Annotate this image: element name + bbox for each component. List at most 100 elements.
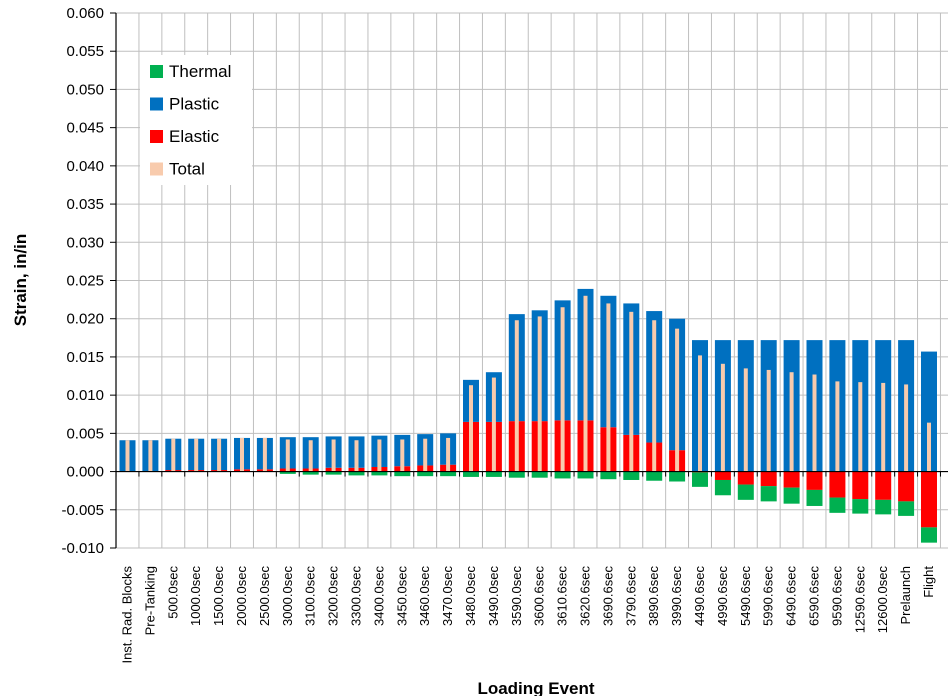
bar-thermal: [783, 487, 800, 504]
y-tick-label: 0.035: [66, 196, 104, 213]
bar-total: [835, 381, 840, 472]
bar-total: [904, 384, 909, 472]
bar-total: [789, 372, 794, 472]
y-tick-label: 0.010: [66, 387, 104, 404]
bar-total: [148, 440, 153, 472]
bar-total: [606, 303, 611, 472]
legend-swatch-elastic: [150, 130, 163, 143]
x-category-label: 5490.6sec: [738, 566, 753, 626]
x-category-label: 3690.6sec: [600, 566, 615, 626]
y-tick-label: 0.040: [66, 158, 104, 175]
x-category-label: 3600.6sec: [532, 566, 547, 626]
legend: Thermal Plastic Elastic Total: [140, 55, 252, 185]
bar-total: [446, 437, 451, 472]
bar-elastic: [921, 471, 937, 528]
bar-total: [308, 440, 313, 472]
y-tick-label: -0.010: [61, 540, 104, 557]
bar-total: [354, 440, 359, 472]
bar-total: [743, 368, 748, 472]
bar-thermal: [463, 471, 479, 477]
x-category-label: Pre-Tanking: [142, 566, 157, 635]
bar-total: [698, 355, 702, 472]
bar-total: [537, 316, 542, 472]
bar-total: [285, 439, 290, 472]
legend-label-thermal: Thermal: [169, 62, 231, 81]
bar-elastic: [852, 471, 869, 500]
y-tick-label: 0.060: [66, 5, 104, 22]
bar-thermal: [737, 484, 754, 500]
bar-thermal: [577, 471, 594, 479]
bar-elastic: [783, 471, 800, 488]
x-category-label: 6590.6sec: [807, 566, 822, 626]
x-category-label: 3400.0sec: [371, 566, 386, 626]
bar-thermal: [371, 471, 388, 476]
x-category-label: 5990.6sec: [761, 566, 776, 626]
y-tick-label: 0.025: [66, 273, 104, 290]
bar-total: [675, 328, 680, 472]
x-category-label: 3000.0sec: [280, 566, 295, 626]
x-category-label: 4490.6sec: [692, 566, 707, 626]
y-tick-label: 0.045: [66, 120, 104, 137]
bar-total: [560, 307, 565, 472]
y-tick-label: 0.000: [66, 464, 104, 481]
y-tick-label: 0.030: [66, 234, 104, 251]
bar-thermal: [852, 499, 869, 514]
x-category-label: 3200.0sec: [326, 566, 341, 626]
bar-elastic: [737, 471, 754, 485]
x-category-label: 3790.6sec: [623, 566, 638, 626]
bar-thermal: [898, 501, 915, 516]
y-axis-title: Strain, in/in: [11, 234, 30, 327]
x-category-label: 3450.0sec: [394, 566, 409, 626]
bar-thermal: [302, 471, 319, 475]
bar-thermal: [921, 527, 937, 543]
x-category-label: 500.0sec: [165, 566, 180, 619]
bar-total: [125, 440, 130, 472]
bar-total: [377, 439, 382, 472]
legend-swatch-plastic: [150, 97, 163, 111]
bar-thermal: [600, 471, 617, 480]
x-category-label: 2500.0sec: [257, 566, 272, 626]
bar-total: [331, 439, 336, 472]
axes: [110, 12, 948, 549]
bar-total: [217, 438, 222, 472]
bar-elastic: [760, 471, 777, 487]
bar-thermal: [417, 471, 434, 477]
bar-total: [812, 374, 817, 472]
bar-thermal: [394, 471, 411, 477]
bar-thermal: [348, 471, 365, 476]
bar-elastic: [829, 471, 846, 498]
bar-elastic: [714, 471, 731, 480]
bar-elastic: [898, 471, 915, 502]
bar-thermal: [806, 489, 823, 506]
bar-total: [423, 438, 428, 472]
x-category-label: 1000.0sec: [188, 566, 203, 626]
bar-thermal: [508, 471, 525, 478]
legend-swatch-thermal: [150, 65, 163, 78]
bar-elastic: [806, 471, 823, 490]
bar-thermal: [440, 471, 457, 477]
bar-thermal: [485, 471, 502, 477]
x-category-label: 12590.6sec: [852, 566, 867, 634]
x-category-label: 3590.0sec: [509, 566, 524, 626]
bar-thermal: [554, 471, 571, 479]
bar-thermal: [531, 471, 548, 478]
bar-total: [240, 437, 244, 472]
legend-label-total: Total: [169, 160, 205, 179]
legend-swatch-total: [150, 162, 163, 176]
bar-thermal: [669, 471, 686, 482]
x-category-label: 1500.0sec: [211, 566, 226, 626]
bar-thermal: [279, 471, 296, 474]
bar-thermal: [829, 497, 846, 513]
bar-total: [858, 382, 863, 472]
x-category-label: 3460.0sec: [417, 566, 432, 626]
bar-total: [720, 363, 725, 472]
x-category-label: 3990.6sec: [669, 566, 684, 626]
y-tick-label: 0.015: [66, 349, 104, 366]
x-category-label: 3470.0sec: [440, 566, 455, 626]
legend-label-elastic: Elastic: [169, 127, 220, 146]
x-category-label: 9590.6sec: [829, 566, 844, 626]
x-category-labels: Inst. Rad. Blocks Pre-Tanking 500.0sec 1000…: [120, 566, 937, 664]
bar-total: [629, 311, 634, 472]
y-tick-label: 0.050: [66, 81, 104, 98]
bar-plastic: [921, 351, 937, 472]
